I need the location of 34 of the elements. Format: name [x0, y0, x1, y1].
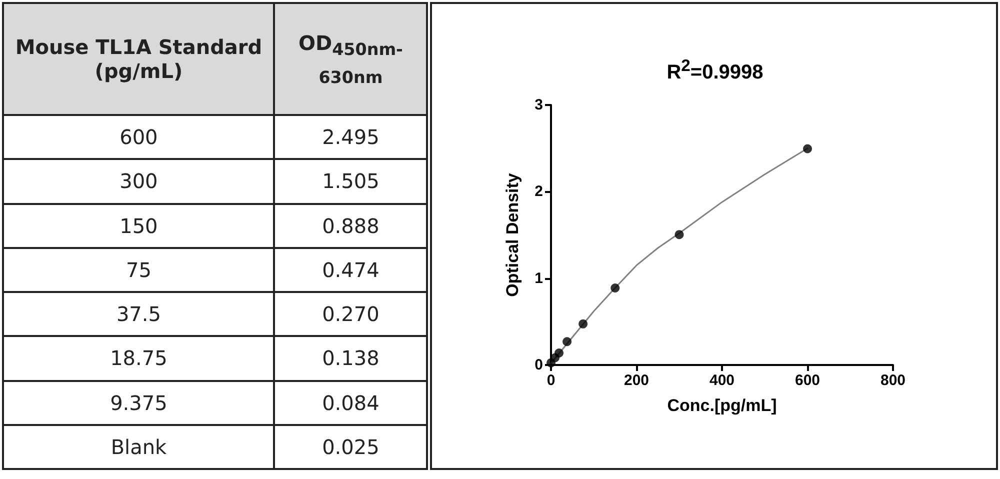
x-axis-title: Conc.[pg/mL] — [667, 396, 777, 415]
text: 0.025 — [274, 424, 427, 469]
text: 9.375 — [3, 380, 274, 425]
text: 2.495 — [274, 115, 427, 160]
text: 0.270 — [274, 292, 427, 336]
text: Blank — [3, 424, 274, 469]
x-tick-label: 600 — [794, 372, 820, 389]
text: 0.084 — [274, 380, 427, 425]
text: 300 — [3, 159, 274, 204]
x-tick-label: 200 — [624, 372, 650, 389]
y-tick-label: 2 — [534, 183, 543, 200]
y-tick-label: 1 — [534, 270, 543, 287]
text: 0.888 — [274, 204, 427, 248]
point — [803, 144, 812, 154]
y-tick-label: 0 — [534, 356, 543, 374]
text: 18.75 — [3, 336, 274, 380]
point — [562, 337, 572, 346]
y-tick-label: 3 — [534, 96, 543, 114]
text: 0.474 — [274, 248, 427, 292]
x-tick-label: 800 — [880, 372, 906, 389]
text: 600 — [3, 115, 274, 160]
point — [674, 230, 684, 240]
text: 0.138 — [274, 336, 427, 380]
x-tick-label: 0 — [546, 372, 556, 389]
text: 75 — [3, 248, 274, 292]
chart-title: R$^{2}$=0.9998 — [666, 56, 764, 85]
point — [610, 284, 620, 293]
y-axis-title: Optical Density — [503, 172, 522, 297]
text: 1.505 — [274, 159, 427, 204]
text: 37.5 — [3, 292, 274, 336]
text: 150 — [3, 204, 274, 248]
text: Mouse TL1A Standard (pg/mL) — [3, 3, 274, 115]
point — [578, 319, 588, 328]
x-tick-label: 400 — [709, 372, 735, 389]
